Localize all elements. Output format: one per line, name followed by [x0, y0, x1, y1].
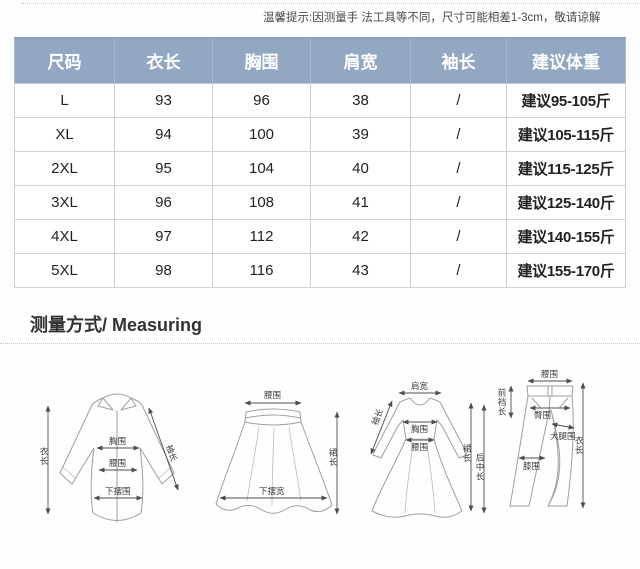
size-disclaimer: 温馨提示:因测量手 法工具等不同，尺寸可能相差1-3cm，敬请谅解	[263, 12, 601, 24]
header-suggested-weight: 建议体重	[506, 37, 626, 84]
cell-length: 93	[114, 82, 213, 118]
header-bust: 胸围	[212, 37, 311, 84]
cell-length: 94	[114, 116, 213, 152]
cell-shoulder: 39	[310, 116, 411, 152]
shirt-length-label: 衣长	[39, 446, 49, 466]
pants-thigh-arrow	[551, 422, 575, 430]
cell-bust: 100	[212, 116, 311, 152]
table-row-5XL: 5XL 98 116 43 / 建议155-170斤	[14, 252, 626, 288]
cell-shoulder: 41	[310, 184, 411, 220]
cell-weight: 建议95-105斤	[506, 82, 626, 118]
dress-bust-label: 胸围	[411, 424, 428, 434]
cell-sleeve: /	[410, 116, 507, 152]
shirt-sleeve-arrow	[148, 407, 179, 491]
pants-pocket-left	[531, 397, 541, 408]
header-shoulder: 肩宽	[310, 37, 411, 84]
cell-shoulder: 38	[310, 82, 411, 118]
cell-bust: 104	[212, 150, 311, 186]
shirt-sleeve-label: 袖长	[164, 443, 179, 463]
cell-weight: 建议140-155斤	[506, 218, 626, 254]
measuring-diagrams: 衣长 胸围 腰围 下摆围 袖长 腰围 裙长 下摆宽	[39, 369, 586, 523]
table-row-3XL: 3XL 96 108 41 / 建议125-140斤	[14, 184, 626, 220]
skirt-fold-1	[246, 426, 260, 502]
cell-shoulder: 43	[310, 252, 411, 288]
size-table: 尺码 衣长 胸围 肩宽 袖长 建议体重 L 93 96 38 / 建议95-10…	[14, 37, 626, 288]
table-row-2XL: 2XL 95 104 40 / 建议115-125斤	[14, 150, 626, 186]
cell-length: 98	[114, 252, 213, 288]
cell-bust: 112	[212, 218, 311, 254]
dress-fold-1	[404, 443, 414, 514]
cell-bust: 116	[212, 252, 311, 288]
skirt-length-label: 裙长	[328, 447, 338, 467]
dress-fold-2	[426, 443, 436, 514]
dress-back-length-label: 后中长	[475, 452, 485, 481]
header-size: 尺码	[14, 37, 115, 84]
cell-bust: 108	[212, 184, 311, 220]
pants-waist-label: 腰围	[541, 369, 558, 379]
measuring-heading-zh: 测量方式	[30, 315, 102, 335]
cell-size: 3XL	[14, 184, 115, 220]
pants-diagram: 腰围 前裆长 臀围 大腿围 膝围 衣长	[497, 369, 586, 509]
cell-shoulder: 40	[310, 150, 411, 186]
shirt-hem-label: 下摆围	[105, 486, 131, 496]
dress-body	[371, 401, 468, 518]
cell-bust: 96	[212, 82, 311, 118]
cell-sleeve: /	[410, 252, 507, 288]
shirt-waist-label: 腰围	[109, 458, 126, 468]
shirt-collar	[97, 393, 137, 411]
table-row-L: L 93 96 38 / 建议95-105斤	[14, 82, 626, 118]
cell-sleeve: /	[410, 82, 507, 118]
header-garment-length: 衣长	[114, 37, 213, 84]
cell-length: 95	[114, 150, 213, 186]
cell-length: 96	[114, 184, 213, 220]
pants-knee-label: 膝围	[523, 461, 540, 471]
measuring-heading: 测量方式/ Measuring	[30, 311, 202, 337]
dress-neckline	[399, 397, 441, 406]
cell-sleeve: /	[410, 184, 507, 220]
cell-weight: 建议125-140斤	[506, 184, 626, 220]
cell-weight: 建议105-115斤	[506, 116, 626, 152]
cell-size: 5XL	[14, 252, 115, 288]
cell-size: XL	[14, 116, 115, 152]
measuring-heading-en: Measuring	[112, 315, 203, 335]
cell-shoulder: 42	[310, 218, 411, 254]
shirt-cuff-left	[62, 466, 76, 479]
header-sleeve: 袖长	[410, 37, 507, 84]
cell-weight: 建议155-170斤	[506, 252, 626, 288]
skirt-diagram: 腰围 裙长 下摆宽	[215, 390, 340, 515]
cell-weight: 建议115-125斤	[506, 150, 626, 186]
shirt-diagram: 衣长 胸围 腰围 下摆围 袖长	[39, 393, 180, 523]
size-table-header-row: 尺码 衣长 胸围 肩宽 袖长 建议体重	[14, 37, 626, 84]
pants-length-label: 衣长	[574, 435, 584, 455]
pants-front-rise-label: 前裆长	[497, 387, 507, 416]
cell-size: L	[14, 82, 115, 118]
pants-pocket-right	[559, 397, 569, 408]
skirt-waist-label: 腰围	[264, 390, 281, 400]
top-divider	[22, 3, 640, 4]
cell-sleeve: /	[410, 150, 507, 186]
dress-diagram: 肩宽 袖长 胸围 腰围 裙长 后中长	[370, 381, 487, 518]
cell-size: 4XL	[14, 218, 115, 254]
pants-thigh-label: 大腿围	[550, 431, 576, 441]
pants-waistband	[526, 385, 574, 397]
measuring-divider	[0, 343, 640, 344]
skirt-waistband	[244, 408, 302, 426]
table-row-4XL: 4XL 97 112 42 / 建议140-155斤	[14, 218, 626, 254]
measuring-heading-sep: /	[102, 315, 113, 335]
skirt-fold-2	[288, 426, 302, 502]
table-row-XL: XL 94 100 39 / 建议105-115斤	[14, 116, 626, 152]
skirt-body	[215, 421, 333, 514]
skirt-hem-label: 下摆宽	[259, 486, 285, 496]
dress-skirt-length-label: 裙长	[462, 443, 472, 463]
cell-sleeve: /	[410, 218, 507, 254]
shirt-cuff-right	[158, 466, 172, 479]
shirt-bust-label: 胸围	[109, 436, 126, 446]
dress-sleeve-arrow	[370, 400, 393, 455]
dress-waist-label: 腰围	[411, 442, 428, 452]
dress-shoulder-label: 肩宽	[411, 381, 429, 391]
cell-length: 97	[114, 218, 213, 254]
cell-size: 2XL	[14, 150, 115, 186]
pants-hip-label: 臀围	[534, 410, 551, 420]
